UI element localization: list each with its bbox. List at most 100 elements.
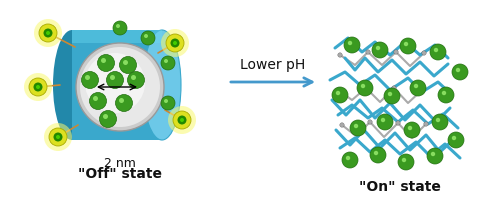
Circle shape [119,98,124,103]
Circle shape [392,86,396,90]
Circle shape [410,80,426,96]
Circle shape [372,42,388,58]
Circle shape [388,92,392,96]
Circle shape [404,42,408,46]
Circle shape [374,151,378,155]
Circle shape [103,114,108,119]
Circle shape [34,82,42,92]
Circle shape [438,87,454,103]
Text: Lower pH: Lower pH [240,58,306,72]
Circle shape [336,88,340,92]
Circle shape [76,43,164,131]
Circle shape [452,64,468,80]
Circle shape [396,121,400,125]
Circle shape [116,24,120,28]
Circle shape [344,37,360,53]
Circle shape [144,34,148,38]
Circle shape [173,111,191,129]
Circle shape [377,114,393,130]
Circle shape [436,118,440,122]
Circle shape [370,147,386,163]
Circle shape [44,123,72,151]
Circle shape [131,75,136,80]
Circle shape [400,38,416,54]
Circle shape [338,53,342,57]
Ellipse shape [143,30,181,140]
Circle shape [456,68,460,72]
Circle shape [408,126,412,130]
Circle shape [452,136,456,140]
Circle shape [101,58,106,63]
Circle shape [361,84,365,88]
Circle shape [98,54,114,71]
Circle shape [448,132,464,148]
Circle shape [430,44,446,60]
Circle shape [100,111,116,128]
Circle shape [366,50,370,54]
Circle shape [357,80,373,96]
Circle shape [376,46,380,50]
Circle shape [113,21,127,35]
Circle shape [381,118,385,122]
Circle shape [161,96,175,110]
Text: "On" state: "On" state [359,180,441,194]
Circle shape [123,60,128,65]
Circle shape [402,158,406,162]
Circle shape [404,122,420,138]
Circle shape [93,96,98,101]
Circle shape [85,53,145,113]
Circle shape [394,50,398,54]
Circle shape [432,114,448,130]
Circle shape [420,88,424,92]
Circle shape [90,92,106,110]
Text: 2 nm: 2 nm [104,157,136,170]
Circle shape [161,56,175,70]
Circle shape [414,84,418,88]
Circle shape [434,48,438,52]
Circle shape [431,152,435,156]
Circle shape [178,115,186,124]
Circle shape [36,85,40,89]
Circle shape [354,124,358,128]
Circle shape [170,39,179,48]
Circle shape [110,75,115,80]
Circle shape [332,87,348,103]
Circle shape [336,91,340,95]
Circle shape [350,120,366,136]
Circle shape [161,29,189,57]
Circle shape [116,94,132,112]
Circle shape [44,29,52,38]
Circle shape [442,91,446,95]
Polygon shape [72,30,162,43]
Circle shape [106,71,124,89]
Circle shape [422,51,426,55]
Circle shape [173,41,177,45]
Circle shape [168,106,196,134]
Circle shape [54,133,62,142]
Circle shape [424,122,428,126]
Circle shape [348,41,352,45]
Circle shape [128,71,144,89]
Circle shape [85,75,90,80]
Circle shape [340,123,344,127]
Circle shape [166,34,184,52]
Circle shape [24,73,52,101]
Circle shape [120,57,136,73]
Ellipse shape [53,30,91,140]
Circle shape [34,19,62,47]
Circle shape [384,88,400,104]
Text: "Off" state: "Off" state [78,167,162,181]
Circle shape [39,24,57,42]
Circle shape [342,152,358,168]
Circle shape [427,148,443,164]
Circle shape [49,128,67,146]
Polygon shape [72,30,162,140]
Circle shape [398,154,414,170]
Circle shape [368,120,372,124]
Circle shape [164,99,168,103]
Circle shape [80,47,160,127]
Circle shape [364,86,368,90]
Circle shape [180,118,184,122]
Circle shape [29,78,47,96]
Circle shape [56,135,60,139]
